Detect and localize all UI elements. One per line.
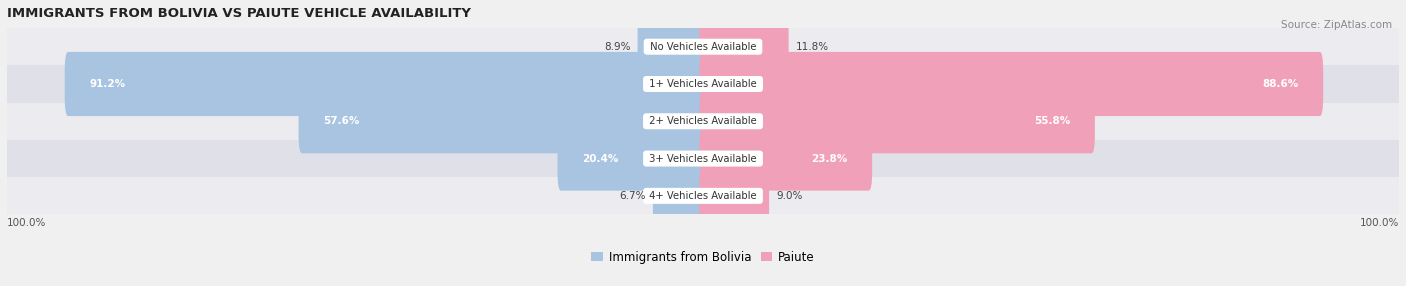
Text: 55.8%: 55.8% bbox=[1035, 116, 1070, 126]
FancyBboxPatch shape bbox=[700, 15, 789, 79]
Text: 20.4%: 20.4% bbox=[582, 154, 619, 164]
Text: No Vehicles Available: No Vehicles Available bbox=[647, 42, 759, 52]
Text: 8.9%: 8.9% bbox=[605, 42, 631, 52]
FancyBboxPatch shape bbox=[652, 164, 706, 228]
Text: 91.2%: 91.2% bbox=[89, 79, 125, 89]
Text: 57.6%: 57.6% bbox=[323, 116, 360, 126]
FancyBboxPatch shape bbox=[700, 164, 769, 228]
Text: 2+ Vehicles Available: 2+ Vehicles Available bbox=[647, 116, 759, 126]
Bar bbox=[7, 140, 1399, 177]
Text: 88.6%: 88.6% bbox=[1263, 79, 1299, 89]
Text: 3+ Vehicles Available: 3+ Vehicles Available bbox=[647, 154, 759, 164]
Text: 23.8%: 23.8% bbox=[811, 154, 848, 164]
Bar bbox=[7, 28, 1399, 65]
Text: 9.0%: 9.0% bbox=[776, 191, 803, 201]
Bar bbox=[7, 177, 1399, 214]
FancyBboxPatch shape bbox=[65, 52, 706, 116]
FancyBboxPatch shape bbox=[700, 126, 872, 191]
Text: Source: ZipAtlas.com: Source: ZipAtlas.com bbox=[1281, 20, 1392, 30]
Text: 100.0%: 100.0% bbox=[1360, 218, 1399, 228]
Text: IMMIGRANTS FROM BOLIVIA VS PAIUTE VEHICLE AVAILABILITY: IMMIGRANTS FROM BOLIVIA VS PAIUTE VEHICL… bbox=[7, 7, 471, 20]
Text: 4+ Vehicles Available: 4+ Vehicles Available bbox=[647, 191, 759, 201]
Text: 11.8%: 11.8% bbox=[796, 42, 828, 52]
FancyBboxPatch shape bbox=[298, 89, 706, 153]
Text: 1+ Vehicles Available: 1+ Vehicles Available bbox=[647, 79, 759, 89]
FancyBboxPatch shape bbox=[700, 89, 1095, 153]
Bar bbox=[7, 65, 1399, 103]
Bar bbox=[7, 103, 1399, 140]
FancyBboxPatch shape bbox=[700, 52, 1323, 116]
FancyBboxPatch shape bbox=[558, 126, 706, 191]
Text: 6.7%: 6.7% bbox=[620, 191, 645, 201]
FancyBboxPatch shape bbox=[637, 15, 706, 79]
Legend: Immigrants from Bolivia, Paiute: Immigrants from Bolivia, Paiute bbox=[586, 246, 820, 268]
Text: 100.0%: 100.0% bbox=[7, 218, 46, 228]
